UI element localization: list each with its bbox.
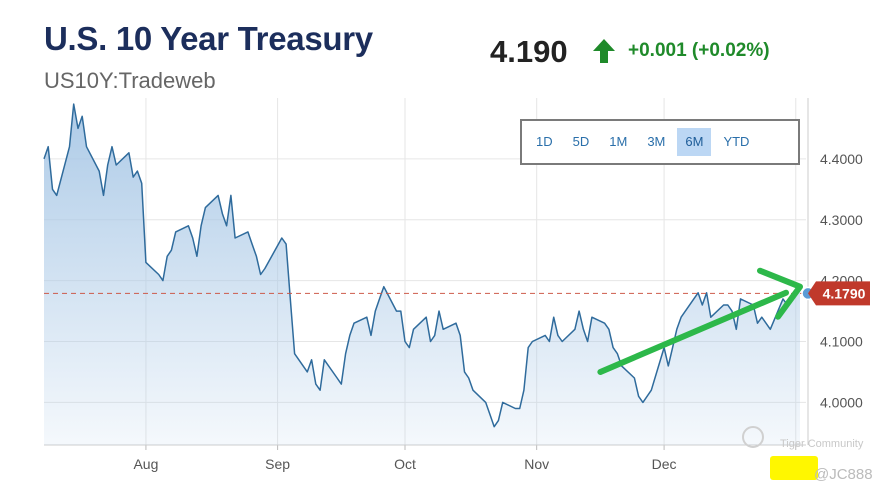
x-tick-label: Aug xyxy=(133,456,158,472)
range-button[interactable]: 1D xyxy=(536,134,553,149)
range-selector: 1D 5D 1M 3M 6M YTD xyxy=(520,119,800,165)
x-tick-label: Nov xyxy=(524,456,549,472)
y-tick-label: 4.4000 xyxy=(820,151,863,167)
series-line xyxy=(43,103,801,428)
watermark-text: Tiger Community xyxy=(780,438,864,450)
x-tick-label: Sep xyxy=(265,456,290,472)
series-area xyxy=(44,104,800,445)
y-tick-label: 4.3000 xyxy=(820,212,863,228)
range-button[interactable]: YTD xyxy=(723,134,750,149)
price-badge-label: 4.1790 xyxy=(823,285,866,301)
last-price: 4.190 xyxy=(490,34,568,69)
up-arrow-icon xyxy=(593,39,615,63)
author-handle: @JC888 xyxy=(814,466,873,483)
range-button-active[interactable]: 6M xyxy=(677,128,712,156)
price-badge xyxy=(808,281,870,306)
y-tick-label: 4.0000 xyxy=(820,394,863,410)
price-change: +0.001 (+0.02%) xyxy=(628,40,770,61)
x-tick-label: Oct xyxy=(394,456,416,472)
x-tick-label: Dec xyxy=(652,456,677,472)
range-button[interactable]: 3M xyxy=(647,134,666,149)
trend-arrow-shaft xyxy=(597,289,789,375)
trend-arrow-head xyxy=(757,267,803,320)
y-tick-label: 4.1000 xyxy=(820,334,863,350)
range-button[interactable]: 1M xyxy=(609,134,628,149)
page-title: U.S. 10 Year Treasury xyxy=(44,20,373,57)
ticker-subtitle: US10Y:Tradeweb xyxy=(44,68,216,93)
tiger-logo-icon xyxy=(742,426,764,448)
range-button[interactable]: 5D xyxy=(572,134,590,149)
highlight-mark xyxy=(770,456,818,480)
